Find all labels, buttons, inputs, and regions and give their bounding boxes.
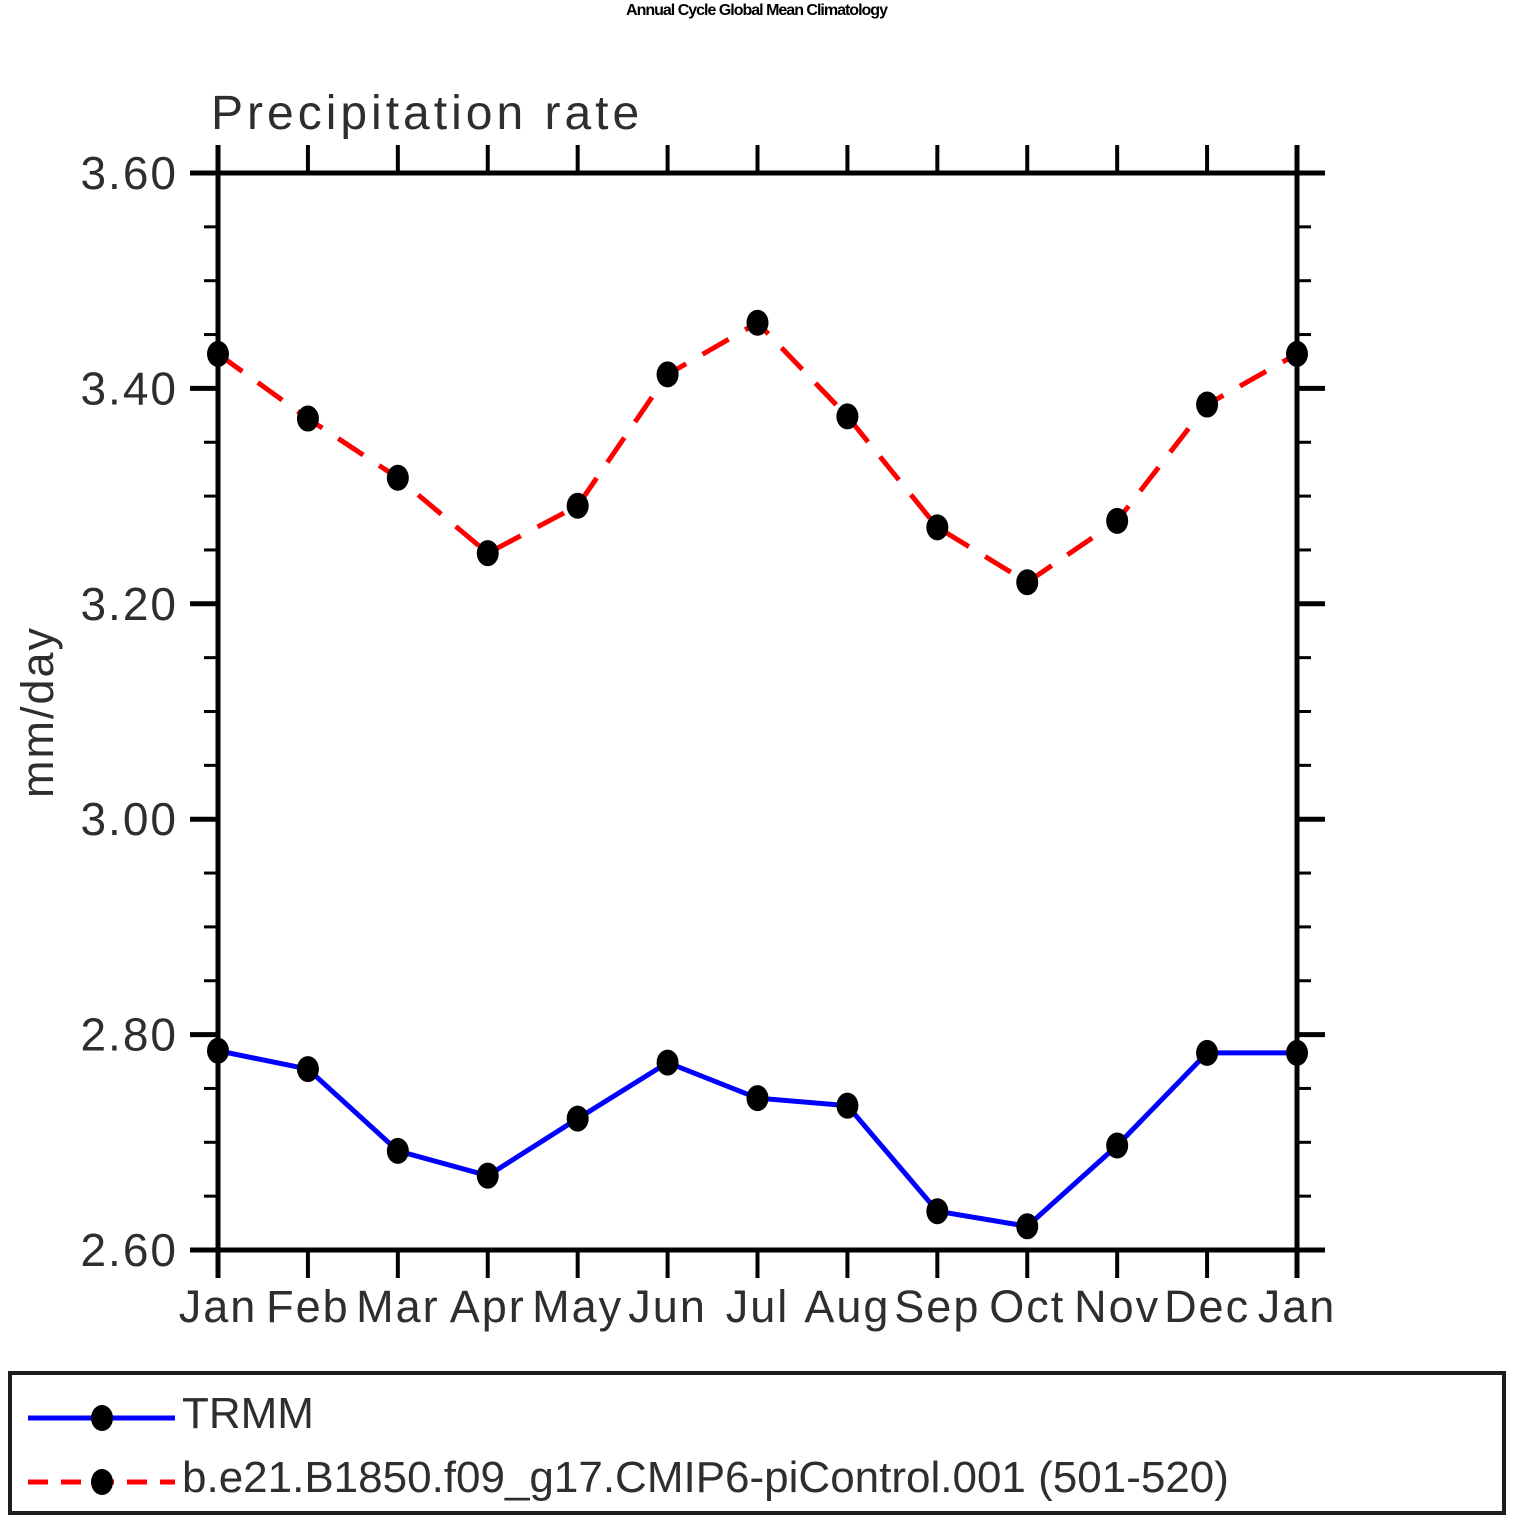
legend-label-trmm: TRMM [182, 1389, 314, 1438]
y-tick-label: 3.40 [80, 362, 178, 414]
x-tick-label: May [532, 1281, 623, 1332]
data-point-marker [476, 1162, 499, 1189]
legend-label-model: b.e21.B1850.f09_g17.CMIP6-piControl.001 … [182, 1453, 1229, 1502]
data-point-marker [207, 340, 229, 367]
data-point-marker [566, 492, 589, 519]
data-point-marker [386, 1137, 409, 1164]
data-point-marker [746, 309, 769, 336]
series-line-1 [216, 319, 1299, 586]
data-point-marker [1196, 391, 1219, 418]
x-tick-label: Jun [628, 1281, 707, 1332]
data-point-marker [1196, 1039, 1219, 1066]
data-point-marker [386, 464, 409, 491]
data-point-marker [1016, 569, 1039, 596]
data-point-marker [476, 540, 499, 567]
data-point-marker [656, 361, 679, 388]
trmm-line-sample-icon [28, 1405, 175, 1431]
data-point-marker [926, 514, 949, 541]
x-tick-label: Jan [1258, 1281, 1337, 1332]
x-tick-label: Mar [356, 1281, 440, 1332]
x-tick-label: Apr [450, 1281, 526, 1332]
y-tick-label: 2.80 [80, 1009, 178, 1061]
series-line-0 [217, 1048, 1297, 1229]
data-point-marker [1286, 1039, 1308, 1066]
y-tick-label: 3.20 [80, 578, 178, 630]
data-point-marker [296, 1056, 319, 1083]
data-point-marker [1016, 1213, 1039, 1240]
x-tick-label: Nov [1074, 1281, 1160, 1332]
x-tick-label: Sep [894, 1281, 980, 1332]
legend-item-trmm: TRMM [12, 1389, 1502, 1438]
y-tick-label: 3.60 [80, 147, 178, 199]
data-point-marker [566, 1105, 589, 1132]
model-dashed-line-sample-icon [28, 1469, 175, 1495]
data-point-marker [836, 1092, 859, 1119]
data-point-marker [836, 403, 859, 430]
x-tick-label: Jul [726, 1281, 790, 1332]
x-tick-label: Oct [989, 1281, 1065, 1332]
data-point-marker [296, 405, 319, 432]
chart-subtitle: Precipitation rate [211, 87, 644, 140]
x-tick-label: Dec [1164, 1281, 1250, 1332]
data-point-marker [1106, 507, 1129, 534]
legend-item-model: b.e21.B1850.f09_g17.CMIP6-piControl.001 … [12, 1453, 1502, 1502]
plot-area: Jan Feb Mar Apr May Jun Jul Aug Sep Oct Nov Dec Jan3… [80, 145, 1337, 1332]
data-point-marker [926, 1198, 949, 1225]
x-tick-label: Feb [266, 1281, 350, 1332]
legend-box: TRMM b.e21.B1850.f09_g17.CMIP6-piControl… [8, 1371, 1506, 1515]
x-tick-label: Aug [804, 1281, 890, 1332]
data-point-marker [1106, 1132, 1129, 1159]
data-point-marker [1286, 340, 1308, 367]
y-tick-label: 3.00 [80, 793, 178, 845]
y-tick-label: 2.60 [80, 1224, 178, 1276]
chart-title: Annual Cycle Global Mean Climatology [626, 2, 888, 19]
data-point-marker [746, 1085, 769, 1112]
data-point-marker [207, 1037, 229, 1064]
data-point-marker [656, 1049, 679, 1076]
x-tick-label: Jan [179, 1281, 258, 1332]
